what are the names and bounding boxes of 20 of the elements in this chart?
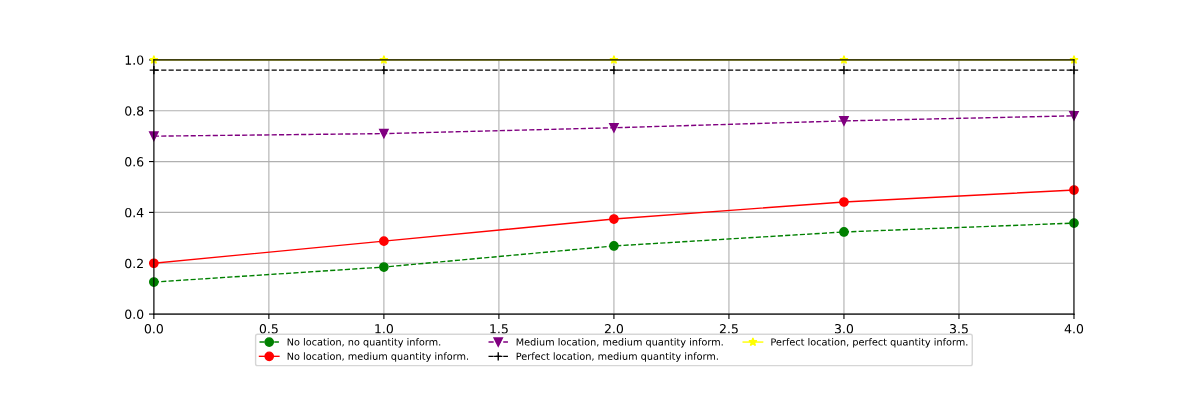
x-tick-label: 3.5 <box>949 324 968 334</box>
x-tick-label: 1.0 <box>375 324 393 334</box>
y-tick-label: 0.6 <box>125 157 144 167</box>
x-tick-label: 4.0 <box>1064 324 1084 334</box>
x-tick-label: 2.0 <box>604 324 624 334</box>
y-tick-label: 0.8 <box>125 106 144 116</box>
x-tick-label: 0.5 <box>259 324 278 334</box>
x-tick-label: 0.0 <box>144 324 163 334</box>
y-tick-label: 0.2 <box>125 258 143 269</box>
legend-label: Perfect location, perfect quantity inform. <box>771 338 968 348</box>
legend-label: No location, medium quantity inform. <box>287 352 469 362</box>
y-tick-label: 0.0 <box>125 309 144 320</box>
x-tick-label: 1.5 <box>490 324 508 334</box>
x-tick-label: 2.5 <box>719 324 738 334</box>
y-tick-label: 1.0 <box>125 55 144 65</box>
x-tick-label: 3.0 <box>834 324 854 334</box>
legend-label: Medium location, medium quantity inform. <box>516 338 723 348</box>
legend-label: Perfect location, medium quantity inform. <box>516 352 718 362</box>
legend-label: No location, no quantity inform. <box>287 338 441 348</box>
y-tick-label: 0.4 <box>125 207 144 218</box>
